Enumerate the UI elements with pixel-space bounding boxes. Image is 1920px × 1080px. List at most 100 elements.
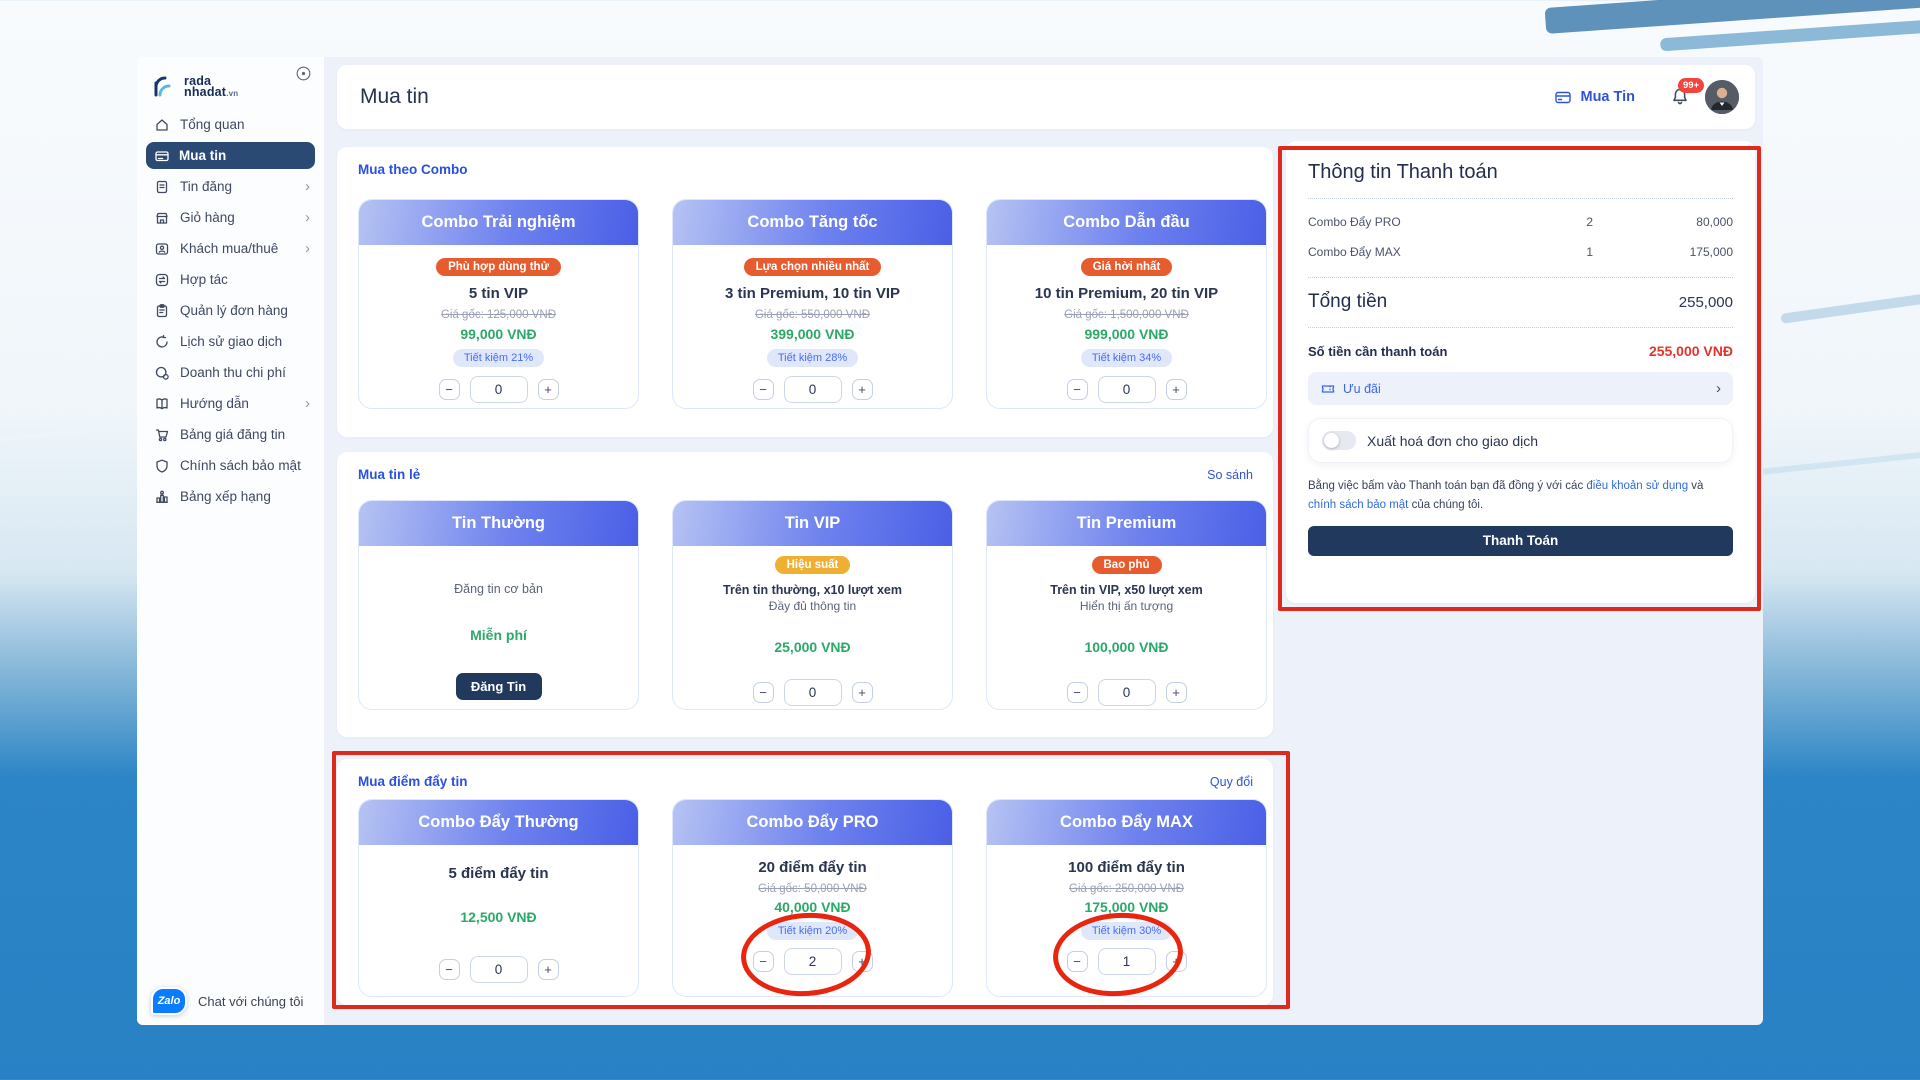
pay-button[interactable]: Thanh Toán (1308, 525, 1733, 556)
savings-pill: Tiết kiệm 30% (1080, 922, 1173, 940)
quantity-stepper: − + (1066, 679, 1187, 706)
section-heading: Mua điểm đẩy tin (358, 774, 468, 789)
card-badge: Bao phủ (1091, 556, 1162, 574)
privacy-policy-link[interactable]: chính sách bảo mật (1308, 498, 1409, 511)
increase-button[interactable]: + (537, 379, 559, 400)
item-amount: 175,000 (1689, 245, 1733, 259)
card-name: 100 điểm đẩy tin (1068, 859, 1185, 876)
quantity-input[interactable] (1097, 679, 1156, 706)
decrease-button[interactable]: − (1066, 951, 1088, 972)
increase-button[interactable]: + (851, 951, 873, 972)
sidebar-collapse-icon[interactable] (295, 65, 312, 82)
decrease-button[interactable]: − (752, 379, 774, 400)
notifications-button[interactable]: 99+ (1669, 78, 1705, 108)
payment-item-row: Combo Đẩy MAX 1 175,000 (1308, 245, 1733, 259)
increase-button[interactable]: + (1165, 682, 1187, 703)
section-heading: Mua tin lẻ (358, 467, 421, 482)
sidebar-item-tin-dang[interactable]: Tin đăng › (137, 171, 324, 202)
sidebar-item-khach-mua-thue[interactable]: Khách mua/thuê › (137, 233, 324, 264)
card-subfeature: Hiển thị ấn tượng (1079, 599, 1174, 613)
decrease-button[interactable]: − (438, 959, 460, 980)
increase-button[interactable]: + (537, 959, 559, 980)
original-price: Giá gốc: 1,500,000 VNĐ (1064, 309, 1189, 321)
clipboard-icon (154, 303, 170, 319)
decrease-button[interactable]: − (752, 682, 774, 703)
sidebar-item-gio-hang[interactable]: Giỏ hàng › (137, 202, 324, 233)
total-value: 255,000 (1678, 293, 1733, 311)
original-price: Giá gốc: 250,000 VNĐ (1068, 883, 1185, 895)
buy-listing-button[interactable]: Mua Tin (1554, 88, 1635, 106)
sidebar-item-mua-tin[interactable]: Mua tin (146, 142, 315, 169)
sidebar-item-hop-tac[interactable]: Hợp tác (137, 264, 324, 295)
compare-link[interactable]: So sánh (1207, 468, 1253, 482)
decrease-button[interactable]: − (1066, 379, 1088, 400)
price: 175,000 VNĐ (1084, 899, 1169, 915)
card-tin-premium: Tin Premium Bao phủ Trên tin VIP, x50 lư… (986, 500, 1267, 710)
card-name: 10 tin Premium, 20 tin VIP (1034, 285, 1219, 302)
terms-of-use-link[interactable]: điều khoản sử dụng (1586, 480, 1689, 492)
item-qty: 1 (1586, 245, 1593, 259)
brand-logo[interactable]: rada nhadat.vn (151, 70, 311, 104)
card-icon (1555, 91, 1572, 104)
card-day-thuong: Combo Đẩy Thường 5 điểm đẩy tin 12,500 V… (358, 799, 639, 997)
sidebar-item-quan-ly-don-hang[interactable]: Quản lý đơn hàng (137, 295, 324, 326)
payment-item-row: Combo Đẩy PRO 2 80,000 (1308, 215, 1733, 229)
quantity-input[interactable] (783, 679, 842, 706)
sidebar-item-chinh-sach-bao-mat[interactable]: Chính sách bảo mật (137, 450, 324, 481)
page-header: Mua tin Mua Tin 99+ (337, 65, 1755, 129)
item-name: Combo Đẩy PRO (1308, 215, 1401, 229)
page-title: Mua tin (360, 85, 429, 108)
sidebar-item-bang-gia-dang-tin[interactable]: Bảng giá đăng tin (137, 419, 324, 450)
increase-button[interactable]: + (1165, 379, 1187, 400)
coins-icon (154, 365, 170, 381)
card-description: Đăng tin cơ bản (454, 582, 543, 596)
chevron-right-icon: › (305, 209, 310, 226)
sidebar-item-doanh-thu-chi-phi[interactable]: Doanh thu chi phí (137, 357, 324, 388)
quantity-input[interactable] (469, 376, 528, 403)
price: 40,000 VNĐ (774, 899, 851, 915)
card-day-max: Combo Đẩy MAX 100 điểm đẩy tin Giá gốc: … (986, 799, 1267, 997)
quantity-stepper: − + (1066, 376, 1187, 403)
item-name: Combo Đẩy MAX (1308, 245, 1401, 259)
quantity-input[interactable] (1097, 376, 1156, 403)
post-listing-button[interactable]: Đăng Tin (455, 673, 542, 700)
sidebar-nav: Tổng quan Mua tin Tin đăng › Giỏ hàng › … (137, 109, 324, 512)
increase-button[interactable]: + (1165, 951, 1187, 972)
price: 25,000 VNĐ (774, 639, 851, 655)
card-title: Combo Dẫn đầu (987, 200, 1266, 245)
promotions-row[interactable]: Ưu đãi › (1308, 372, 1733, 405)
original-price: Giá gốc: 50,000 VNĐ (758, 883, 867, 895)
chevron-right-icon: › (305, 178, 310, 195)
sidebar-item-huong-dan[interactable]: Hướng dẫn › (137, 388, 324, 419)
original-price: Giá gốc: 125,000 VNĐ (440, 309, 557, 321)
sidebar-item-bang-xep-hang[interactable]: Bảng xếp hạng (137, 481, 324, 512)
quantity-input[interactable] (783, 948, 842, 975)
card-name: 5 điểm đẩy tin (448, 865, 549, 882)
avatar[interactable] (1705, 80, 1739, 114)
shield-icon (154, 458, 170, 474)
quantity-stepper: − + (752, 679, 873, 706)
item-qty: 2 (1586, 215, 1593, 229)
quantity-input[interactable] (1097, 948, 1156, 975)
savings-pill: Tiết kiệm 21% (452, 349, 545, 367)
sidebar-item-lich-su-giao-dich[interactable]: Lịch sử giao dịch (137, 326, 324, 357)
quantity-input[interactable] (469, 956, 528, 983)
decrease-button[interactable]: − (438, 379, 460, 400)
home-icon (154, 117, 170, 133)
total-label: Tổng tiền (1308, 291, 1388, 312)
increase-button[interactable]: + (851, 379, 873, 400)
increase-button[interactable]: + (851, 682, 873, 703)
card-feature: Trên tin thường, x10 lượt xem (723, 583, 902, 597)
convert-link[interactable]: Quy đổi (1209, 775, 1253, 789)
zalo-chat-button[interactable]: Zalo Chat với chúng tôi (151, 987, 303, 1015)
quantity-input[interactable] (783, 376, 842, 403)
decrease-button[interactable]: − (752, 951, 774, 972)
payment-panel: Thông tin Thanh toán Combo Đẩy PRO 2 80,… (1286, 141, 1755, 603)
invoice-toggle[interactable] (1322, 431, 1356, 450)
card-badge: Hiệu suất (774, 556, 851, 574)
card-title: Tin Premium (987, 501, 1266, 546)
quantity-stepper: − + (438, 956, 559, 983)
quantity-stepper: − + (752, 948, 873, 975)
decrease-button[interactable]: − (1066, 682, 1088, 703)
sidebar-item-tong-quan[interactable]: Tổng quan (137, 109, 324, 140)
